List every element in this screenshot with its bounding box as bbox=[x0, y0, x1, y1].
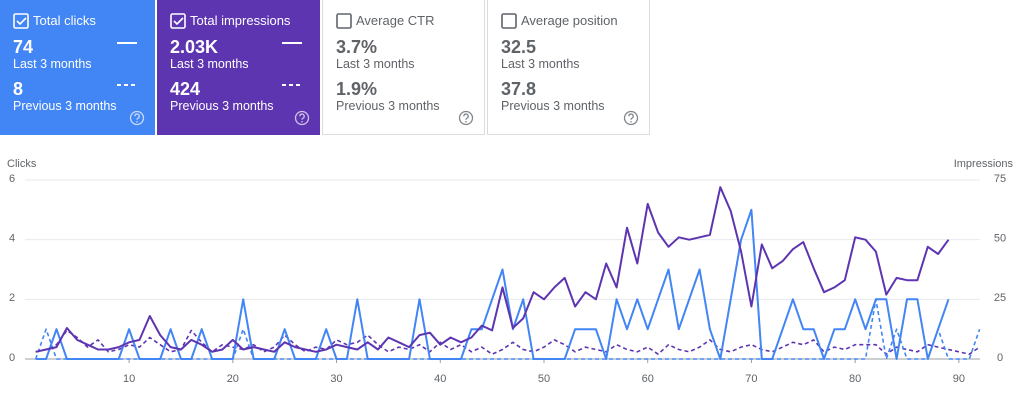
y2-axis-label: Impressions bbox=[954, 158, 1014, 170]
help-icon[interactable] bbox=[623, 110, 639, 126]
card-value: 2.03K bbox=[170, 37, 219, 57]
card-previous-period: Previous 3 months bbox=[170, 99, 274, 113]
checkbox[interactable] bbox=[170, 13, 186, 29]
y-tick-label: 6 bbox=[9, 173, 15, 185]
y-tick-label: 0 bbox=[9, 352, 15, 364]
card-label: Total clicks bbox=[33, 13, 96, 28]
y2-tick-label: 75 bbox=[994, 173, 1006, 185]
card-previous-value: 424 bbox=[170, 79, 201, 99]
line-style-icons bbox=[117, 42, 137, 86]
card-previous-value: 8 bbox=[13, 79, 24, 99]
x-tick-label: 50 bbox=[538, 373, 550, 385]
card-period: Last 3 months bbox=[13, 57, 92, 71]
help-icon[interactable] bbox=[294, 110, 310, 126]
metric-card[interactable]: Average CTR 3.7% Last 3 months 1.9% Prev… bbox=[322, 0, 485, 135]
metric-card[interactable]: Total impressions 2.03K Last 3 months 42… bbox=[157, 0, 320, 135]
series-line bbox=[35, 208, 950, 360]
x-tick-label: 30 bbox=[330, 373, 342, 385]
x-tick-label: 60 bbox=[642, 373, 654, 385]
y-tick-label: 2 bbox=[9, 292, 15, 304]
checkbox[interactable] bbox=[336, 13, 352, 29]
card-label: Average CTR bbox=[356, 13, 435, 28]
card-value: 32.5 bbox=[501, 37, 537, 57]
y2-tick-label: 25 bbox=[994, 292, 1006, 304]
series-line bbox=[34, 298, 981, 360]
x-tick-label: 80 bbox=[849, 373, 861, 385]
card-period: Last 3 months bbox=[336, 57, 415, 71]
x-tick-label: 10 bbox=[123, 373, 135, 385]
y-tick-label: 4 bbox=[9, 233, 15, 245]
x-tick-label: 90 bbox=[953, 373, 965, 385]
y2-tick-label: 0 bbox=[997, 352, 1003, 364]
metric-card[interactable]: Total clicks 74 Last 3 months 8 Previous… bbox=[0, 0, 155, 135]
card-value: 74 bbox=[13, 37, 34, 57]
help-icon[interactable] bbox=[458, 110, 474, 126]
card-previous-value: 1.9% bbox=[336, 79, 378, 99]
y2-tick-label: 50 bbox=[994, 233, 1006, 245]
x-tick-label: 70 bbox=[745, 373, 757, 385]
metric-card[interactable]: Average position 32.5 Last 3 months 37.8… bbox=[487, 0, 650, 135]
card-value: 3.7% bbox=[336, 37, 378, 57]
checkbox[interactable] bbox=[13, 13, 29, 29]
card-previous-period: Previous 3 months bbox=[13, 99, 117, 113]
checkbox[interactable] bbox=[501, 13, 517, 29]
x-tick-label: 20 bbox=[227, 373, 239, 385]
card-label: Total impressions bbox=[190, 13, 291, 28]
card-label: Average position bbox=[521, 13, 618, 28]
card-period: Last 3 months bbox=[501, 57, 580, 71]
x-tick-label: 40 bbox=[434, 373, 446, 385]
card-previous-value: 37.8 bbox=[501, 79, 537, 99]
series-line bbox=[35, 329, 981, 355]
card-period: Last 3 months bbox=[170, 57, 249, 71]
card-previous-period: Previous 3 months bbox=[501, 99, 605, 113]
line-style-icons bbox=[282, 42, 302, 86]
card-previous-period: Previous 3 months bbox=[336, 99, 440, 113]
help-icon[interactable] bbox=[129, 110, 145, 126]
series-line bbox=[35, 186, 950, 353]
y-axis-label: Clicks bbox=[7, 158, 37, 170]
